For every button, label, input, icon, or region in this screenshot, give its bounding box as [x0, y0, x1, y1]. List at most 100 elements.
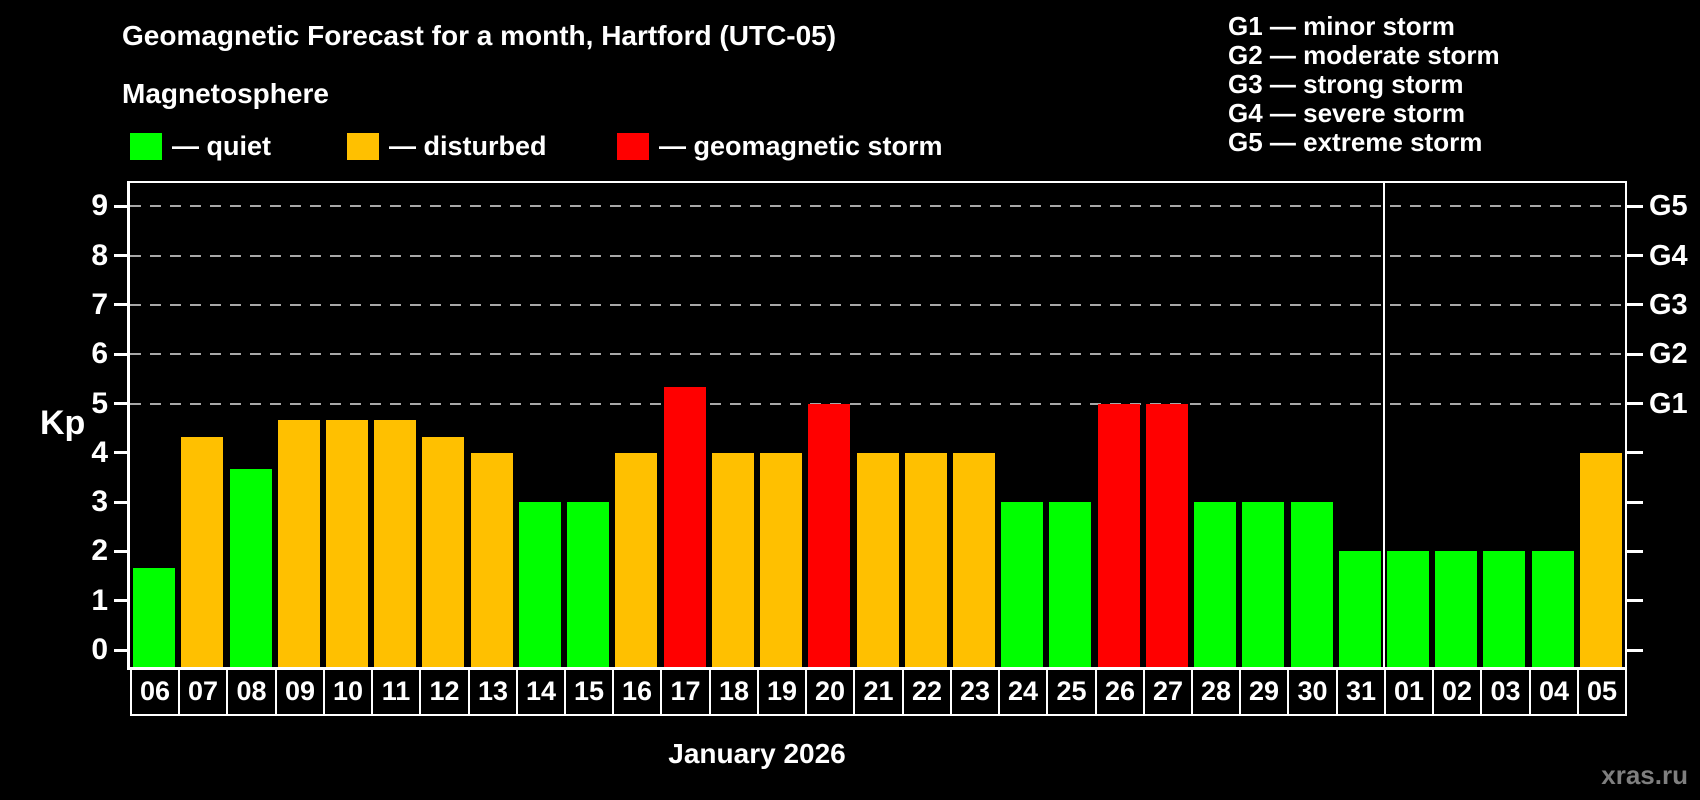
day-cell-23: 23	[950, 668, 1000, 716]
bar-day-06	[133, 567, 176, 667]
legend-item-disturbed: — disturbed	[347, 131, 547, 161]
bar-day-26	[1097, 403, 1140, 667]
day-cell-01: 01	[1384, 668, 1434, 716]
y-tick-left-7	[114, 303, 130, 307]
storm-scale-g5: G5 — extreme storm	[1228, 127, 1483, 157]
day-cell-17: 17	[660, 668, 711, 716]
grid-line-kp6	[130, 353, 1625, 356]
grid-line-kp5	[130, 402, 1625, 405]
storm-scale-legend: G1 — minor storm G2 — moderate storm G3 …	[1228, 12, 1500, 157]
day-cell-03: 03	[1480, 668, 1531, 716]
bar-day-07	[181, 436, 224, 667]
bar-day-17	[663, 387, 706, 667]
day-cell-27: 27	[1143, 668, 1193, 716]
y-tick-left-3	[114, 500, 130, 504]
legend-item-quiet: — quiet	[130, 131, 271, 161]
legend-label-disturbed: — disturbed	[389, 130, 547, 161]
day-cell-12: 12	[419, 668, 470, 716]
y-tick-right-4	[1627, 451, 1643, 455]
bar-day-12	[422, 436, 465, 667]
day-cell-18: 18	[709, 668, 759, 716]
y-tick-right-3	[1627, 500, 1643, 504]
g-axis-label-g2: G2	[1649, 338, 1688, 371]
y-tick-left-5	[114, 402, 130, 405]
day-cell-31: 31	[1336, 668, 1386, 716]
bar-day-02	[1435, 551, 1478, 667]
day-cell-06: 06	[130, 668, 180, 716]
y-tick-left-9	[114, 204, 130, 208]
y-tick-left-2	[114, 549, 130, 553]
day-cell-29: 29	[1239, 668, 1289, 716]
storm-scale-g2: G2 — moderate storm	[1228, 40, 1500, 70]
bar-day-15	[567, 502, 610, 667]
month-caption: January 2026	[668, 738, 846, 769]
bar-day-22	[904, 452, 947, 667]
storm-scale-g4: G4 — severe storm	[1228, 98, 1466, 128]
g-axis-label-g5: G5	[1649, 190, 1688, 223]
page-title: Geomagnetic Forecast for a month, Hartfo…	[122, 20, 837, 51]
bar-day-03	[1483, 551, 1526, 667]
bar-day-20	[808, 403, 851, 667]
y-tick-left-6	[114, 352, 130, 356]
day-cell-04: 04	[1529, 668, 1579, 716]
day-cell-21: 21	[853, 668, 904, 716]
y-tick-label-6: 6	[91, 337, 108, 371]
watermark: xras.ru	[1601, 760, 1688, 790]
day-cell-02: 02	[1432, 668, 1482, 716]
bar-day-24	[1001, 502, 1044, 667]
y-axis-title: Kp	[40, 404, 86, 442]
y-tick-label-8: 8	[91, 238, 108, 272]
day-cell-07: 07	[178, 668, 228, 716]
grid-line-kp9	[130, 205, 1625, 208]
y-tick-label-4: 4	[91, 435, 108, 469]
g-axis-label-g3: G3	[1649, 288, 1688, 321]
y-tick-right-0	[1627, 648, 1643, 652]
y-tick-left-0	[114, 648, 130, 652]
quiet-swatch-icon	[130, 132, 162, 160]
disturbed-swatch-icon	[347, 132, 379, 160]
day-cell-09: 09	[275, 668, 325, 716]
y-tick-label-9: 9	[91, 189, 108, 223]
y-tick-right-1	[1627, 599, 1643, 603]
bar-day-04	[1531, 551, 1574, 667]
y-tick-left-8	[114, 254, 130, 258]
bar-day-23	[952, 452, 995, 667]
day-cell-14: 14	[516, 668, 566, 716]
storm-scale-g1: G1 — minor storm	[1228, 11, 1455, 41]
day-cell-08: 08	[226, 668, 277, 716]
y-tick-label-3: 3	[91, 485, 108, 519]
day-cell-05: 05	[1577, 668, 1627, 716]
bar-day-29	[1242, 502, 1285, 667]
storm-scale-g3: G3 — strong storm	[1228, 69, 1464, 99]
bar-day-10	[326, 419, 369, 667]
g-axis-label-g1: G1	[1649, 387, 1688, 420]
y-tick-right-5	[1627, 402, 1643, 405]
y-tick-right-2	[1627, 549, 1643, 553]
bar-day-25	[1049, 502, 1092, 667]
bar-day-31	[1338, 551, 1381, 667]
y-tick-right-7	[1627, 303, 1643, 307]
bar-day-05	[1579, 452, 1622, 667]
grid-line-kp7	[130, 303, 1625, 306]
y-tick-label-2: 2	[91, 534, 108, 568]
bar-day-18	[711, 452, 754, 667]
y-tick-label-0: 0	[91, 633, 108, 666]
bar-day-01	[1386, 551, 1429, 667]
y-tick-label-5: 5	[91, 386, 108, 420]
bar-day-14	[518, 502, 561, 667]
storm-swatch-icon	[617, 132, 649, 160]
y-tick-left-1	[114, 599, 130, 603]
month-separator-line	[1382, 183, 1385, 667]
bar-day-09	[277, 419, 320, 667]
plot-area	[127, 181, 1627, 670]
day-cell-13: 13	[468, 668, 518, 716]
bar-day-13	[470, 452, 513, 667]
y-tick-right-8	[1627, 254, 1643, 258]
day-cell-10: 10	[323, 668, 373, 716]
legend-label-storm: — geomagnetic storm	[659, 130, 943, 161]
day-cell-16: 16	[612, 668, 662, 716]
day-cell-26: 26	[1095, 668, 1145, 716]
y-tick-label-7: 7	[91, 287, 108, 321]
bar-day-11	[374, 419, 417, 667]
